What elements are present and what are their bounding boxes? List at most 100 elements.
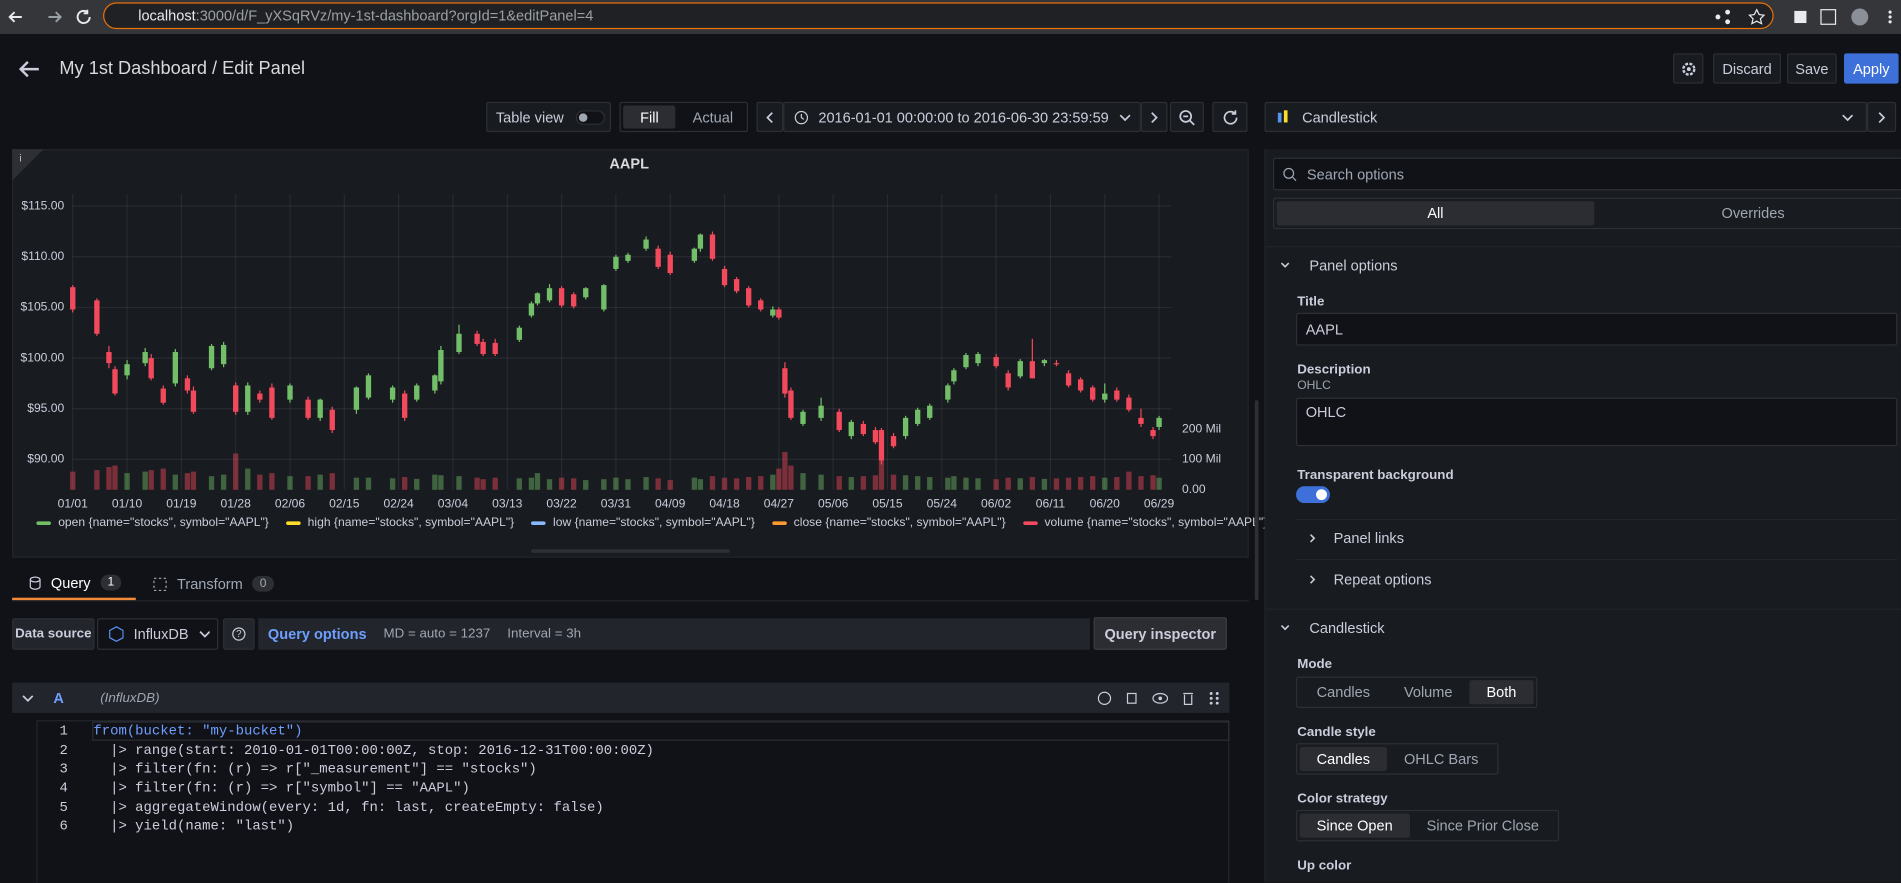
volume-bar: [287, 476, 293, 490]
candle-body: [963, 355, 969, 368]
visualization-picker[interactable]: Candlestick: [1264, 101, 1868, 133]
data-source-help[interactable]: ?: [223, 618, 255, 650]
volume-bar: [534, 473, 541, 490]
panel-options-header[interactable]: Panel options: [1280, 256, 1398, 275]
query-actions[interactable]: [1096, 690, 1222, 707]
candle-body: [1053, 363, 1060, 365]
volume-bar: [305, 476, 311, 490]
mode-option[interactable]: Both: [1469, 680, 1534, 705]
candle-body: [257, 393, 263, 400]
settings-button[interactable]: [1673, 53, 1704, 84]
transparent-label: Transparent background: [1297, 467, 1454, 483]
legend-swatch: [285, 521, 301, 525]
panel-links-header[interactable]: Panel links: [1309, 529, 1404, 548]
back-button[interactable]: [17, 59, 41, 78]
search-placeholder: Search options: [1306, 165, 1405, 183]
candle-body: [1138, 417, 1144, 424]
legend-swatch: [36, 521, 51, 525]
table-view-toggle[interactable]: Table view: [486, 101, 612, 133]
code-line: 2 |> range(start: 2010-01-01T00:00:00Z, …: [36, 741, 1224, 760]
repeat-options-header[interactable]: Repeat options: [1309, 570, 1431, 589]
candle-body: [1102, 393, 1108, 400]
query-tab[interactable]: Query 1: [12, 567, 136, 601]
mode-option[interactable]: Volume: [1403, 683, 1453, 701]
candle-body: [872, 430, 879, 443]
volume-bar: [414, 478, 420, 490]
time-forward[interactable]: [1140, 101, 1168, 133]
time-range: 2016-01-01 00:00:00 to 2016-06-30 23:59:…: [818, 108, 1109, 126]
volume-bar: [782, 451, 788, 490]
style-option[interactable]: OHLC Bars: [1403, 750, 1479, 768]
search-options[interactable]: Search options: [1272, 157, 1901, 191]
query-header[interactable]: A (InfluxDB): [12, 682, 1230, 713]
strategy-option[interactable]: Since Prior Close: [1426, 817, 1540, 835]
volume-bar: [927, 477, 933, 490]
candle-body: [667, 254, 673, 273]
volume-bar: [1156, 477, 1162, 490]
collapse-options[interactable]: [1867, 101, 1897, 133]
svg-text:i: i: [19, 153, 21, 164]
volume-bar: [890, 474, 897, 490]
line-number: 2: [59, 743, 68, 759]
volume-bar: [257, 474, 263, 490]
mode-selector: Candles Volume Both: [1296, 676, 1537, 709]
transparent-toggle[interactable]: [1296, 486, 1330, 504]
transform-tab-count: 0: [252, 575, 274, 592]
query-inspector-button[interactable]: Query inspector: [1093, 617, 1227, 650]
transform-tab[interactable]: Transform 0: [145, 567, 278, 600]
strategy-option[interactable]: Since Open: [1299, 813, 1410, 838]
data-source-picker[interactable]: InfluxDB: [96, 618, 219, 650]
zoom-out[interactable]: [1169, 101, 1204, 133]
time-back[interactable]: [756, 101, 784, 133]
strategy-selector: Since Open Since Prior Close: [1296, 809, 1560, 842]
legend-label: high {name="stocks", symbol="AAPL"}: [307, 516, 515, 530]
title-input[interactable]: AAPL: [1296, 312, 1898, 346]
candle-body: [220, 344, 227, 365]
style-option[interactable]: Candles: [1299, 746, 1387, 772]
volume-bar: [709, 476, 716, 490]
candle-body: [770, 309, 776, 316]
address-bar[interactable]: localhost:3000/d/F_yXSqRVz/my-1st-dashbo…: [103, 2, 1774, 30]
description-input[interactable]: OHLC: [1296, 397, 1898, 447]
volume-bar: [625, 479, 631, 490]
options-tab[interactable]: All: [1276, 201, 1595, 226]
candle-body: [818, 405, 824, 418]
query-options-bar[interactable]: Query options MD = auto = 1237 Interval = …: [258, 618, 1090, 650]
candle-body: [245, 385, 251, 412]
volume-bar: [456, 476, 462, 490]
options-tab[interactable]: Overrides: [1721, 204, 1785, 222]
volume-bar: [558, 477, 565, 490]
actual-option[interactable]: Actual: [692, 108, 734, 126]
save-button[interactable]: Save: [1787, 53, 1837, 84]
mode-option[interactable]: Candles: [1316, 683, 1371, 701]
volume-bar: [1005, 477, 1011, 490]
volume-bar: [70, 471, 76, 490]
volume-bar: [1114, 477, 1120, 490]
volume-bar: [1065, 477, 1072, 490]
volume-bar: [836, 476, 842, 490]
candlestick-header[interactable]: Candlestick: [1280, 618, 1385, 637]
x-tick-label: 01/10: [112, 497, 143, 511]
code-editor[interactable]: [36, 720, 1230, 883]
max-data-points: MD = auto = 1237: [383, 626, 491, 642]
fill-actual-toggle[interactable]: Fill Actual: [619, 101, 749, 133]
candle-body: [456, 333, 462, 353]
panel-info-corner[interactable]: i: [12, 149, 44, 181]
up-color-label: Up color: [1297, 858, 1352, 873]
candle-body: [317, 399, 323, 418]
time-picker[interactable]: 2016-01-01 00:00:00 to 2016-06-30 23:59:…: [783, 101, 1141, 133]
legend-item: volume {name="stocks", symbol="AAPL"}: [1022, 516, 1267, 530]
candle-body: [697, 234, 704, 249]
candle-body: [233, 385, 239, 412]
fill-option[interactable]: Fill: [623, 105, 676, 129]
refresh[interactable]: [1212, 101, 1248, 133]
volume-bar: [733, 478, 740, 490]
split-handle[interactable]: [1254, 400, 1259, 601]
discard-button[interactable]: Discard: [1713, 53, 1781, 84]
y-tick-label: $110.00: [21, 249, 64, 263]
nav-icons[interactable]: [7, 7, 92, 26]
volume-bar: [432, 474, 438, 490]
apply-button[interactable]: Apply: [1844, 53, 1899, 84]
candle-body: [1005, 373, 1011, 388]
browser-icons[interactable]: [1714, 8, 1896, 26]
